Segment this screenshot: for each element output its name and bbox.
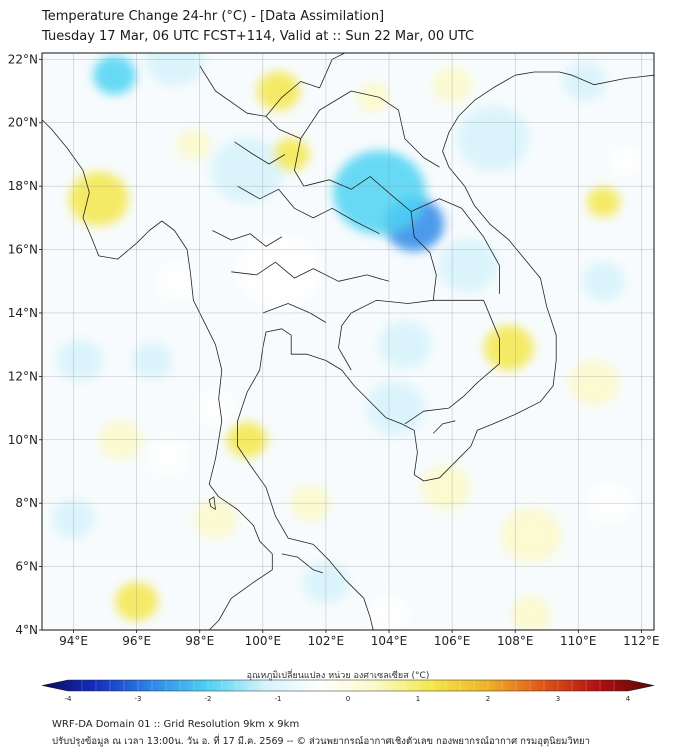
y-tick-label-2: 8°N	[15, 496, 38, 510]
field-anomaly-11	[237, 234, 320, 310]
y-tick-label-5: 14°N	[8, 306, 38, 320]
field-anomaly-10	[378, 320, 432, 369]
y-tick-label-0: 4°N	[15, 623, 38, 637]
x-tick-label-4: 102°E	[308, 634, 345, 648]
temperature-change-map: 94°E 96°E 98°E 100°E 102°E 104°E 106°E 108°E 110…	[8, 52, 660, 703]
field-anomaly-1	[93, 55, 137, 95]
field-anomaly-15	[582, 261, 625, 301]
map-line-13	[212, 230, 283, 247]
colorbar-tick-5: 1	[416, 695, 420, 703]
field-anomaly-2	[333, 150, 426, 235]
field-anomaly-6	[456, 105, 530, 172]
y-tick-label-3: 10°N	[8, 433, 38, 447]
colorbar-tick-7: 3	[556, 695, 560, 703]
map-line-7	[410, 198, 500, 294]
map-line-0	[237, 71, 654, 630]
field-anomaly-24	[69, 171, 129, 226]
field-anomaly-25	[257, 71, 301, 111]
x-tick-label-7: 108°E	[497, 634, 534, 648]
field-anomaly-23	[273, 138, 310, 171]
y-tick-label-4: 12°N	[8, 369, 38, 383]
colorbar-tick-2: -2	[205, 695, 212, 703]
map-line-5	[265, 53, 346, 117]
colorbar-tick-6: 2	[486, 695, 490, 703]
map-line-6	[404, 299, 500, 425]
field-anomaly-14	[156, 261, 200, 301]
x-tick-label-3: 100°E	[245, 634, 282, 648]
plot-background	[42, 53, 654, 630]
field-anomaly-37	[511, 596, 551, 630]
field-anomaly-26	[586, 187, 621, 217]
field-anomaly-38	[176, 129, 210, 160]
plot-frame	[41, 52, 655, 631]
field-anomaly-16	[609, 145, 643, 176]
colorbar-tick-1: -3	[135, 695, 142, 703]
field-anomaly-13	[132, 342, 173, 379]
field-anomaly-18	[146, 436, 190, 476]
chart-title: Temperature Change 24-hr (°C) - [Data As…	[42, 9, 385, 24]
field-anomaly-21	[195, 390, 236, 427]
footer-update-info: ปรับปรุงข้อมูล ณ เวลา 13:00น. วัน อ. ที่…	[52, 736, 590, 747]
field-anomaly-12	[56, 339, 104, 382]
x-tick-label-6: 106°E	[434, 634, 471, 648]
x-tick-label-1: 96°E	[122, 634, 151, 648]
field-anomaly-22	[484, 325, 534, 371]
x-tick-label-9: 112°E	[623, 634, 660, 648]
y-tick-label-8: 20°N	[8, 116, 38, 130]
field-anomaly-9	[365, 381, 426, 436]
field-anomaly-7	[563, 62, 607, 101]
field-anomaly-5	[438, 238, 498, 293]
map-line-14	[234, 141, 286, 165]
field-anomaly-29	[194, 499, 237, 539]
colorbar-tick-4: 0	[346, 695, 350, 703]
colorbar-label: อุณหภูมิเปลี่ยนแปลง หน่วย องศาเซลเซียส (…	[246, 671, 430, 681]
map-line-1	[42, 119, 273, 630]
chart-subtitle: Tuesday 17 Mar, 06 UTC FCST+114, Valid a…	[42, 29, 475, 44]
footer-model-info: WRF-DA Domain 01 :: Grid Resolution 9km …	[52, 719, 300, 730]
y-tick-label-9: 22°N	[8, 52, 38, 66]
field-anomaly-3	[210, 137, 284, 204]
field-anomaly-36	[356, 82, 390, 113]
map-line-12	[262, 303, 327, 323]
field-anomaly-30	[501, 507, 561, 562]
map-line-4	[199, 65, 437, 371]
x-tick-label-5: 104°E	[371, 634, 408, 648]
colorbar-tick-8: 4	[626, 695, 631, 703]
map-line-10	[231, 261, 390, 282]
field-anomaly-4	[144, 53, 205, 87]
x-tick-label-0: 94°E	[59, 634, 88, 648]
colorbar-tick-0: -4	[65, 695, 73, 703]
field-anomaly-32	[569, 360, 619, 406]
x-tick-label-8: 110°E	[560, 634, 597, 648]
colorbar-tick-3: -1	[275, 695, 282, 703]
map-line-2	[432, 420, 456, 434]
map-line-3	[208, 496, 216, 510]
y-tick-label-1: 6°N	[15, 560, 38, 574]
map-line-9	[281, 553, 323, 574]
y-tick-label-6: 16°N	[8, 243, 38, 257]
x-tick-label-2: 98°E	[185, 634, 214, 648]
y-tick-label-7: 18°N	[8, 179, 38, 193]
field-anomaly-31	[421, 464, 471, 510]
